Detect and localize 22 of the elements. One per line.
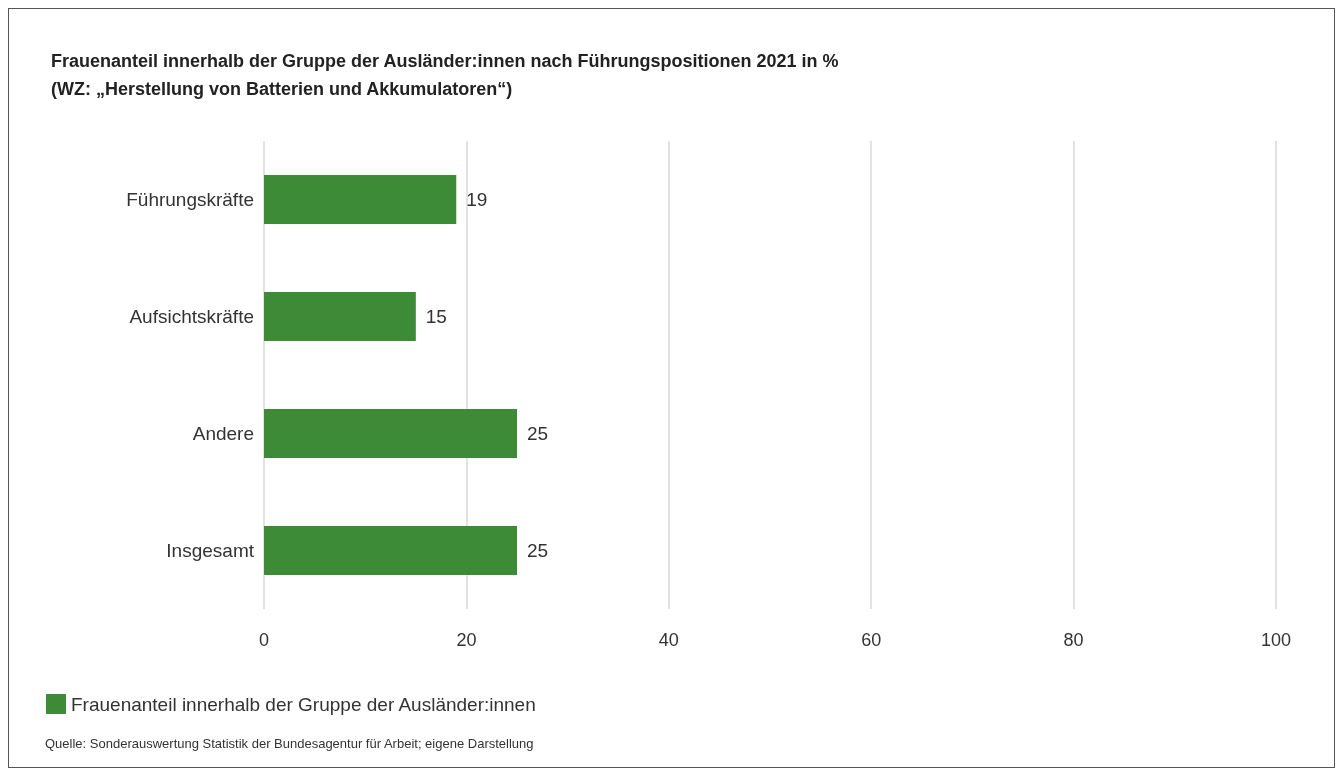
chart-subtitle: (WZ: „Herstellung von Batterien und Akkumulatoren“): [51, 79, 513, 99]
data-label: 25: [527, 423, 549, 444]
chart-title: Frauenanteil innerhalb der Gruppe der Ausländer:innen nach Führungspositionen 2021 in %: [51, 51, 839, 71]
x-tick-label: 80: [1063, 630, 1084, 650]
x-tick-label: 100: [1260, 630, 1292, 650]
x-tick-label: 60: [861, 630, 882, 650]
x-tick-label: 40: [658, 630, 679, 650]
bar: [264, 292, 416, 341]
y-tick-label: Andere: [192, 423, 254, 444]
y-tick-label: Führungskräfte: [126, 189, 254, 210]
source-note: Quelle: Sonderauswertung Statistik der Bundesagentur für Arbeit; eigene Darstellung: [45, 736, 534, 751]
y-tick-label: Insgesamt: [166, 540, 255, 561]
data-label: 19: [466, 189, 488, 210]
x-tick-label: 20: [456, 630, 477, 650]
data-label: 15: [425, 306, 447, 327]
legend-label: Frauenanteil innerhalb der Gruppe der Ausländer:innen: [71, 693, 536, 715]
bar: [264, 175, 457, 224]
x-tick-label: 0: [258, 630, 270, 650]
bar: [264, 526, 517, 575]
data-label: 25: [527, 540, 549, 561]
y-tick-label: Aufsichtskräfte: [129, 306, 254, 327]
bar: [264, 409, 517, 458]
